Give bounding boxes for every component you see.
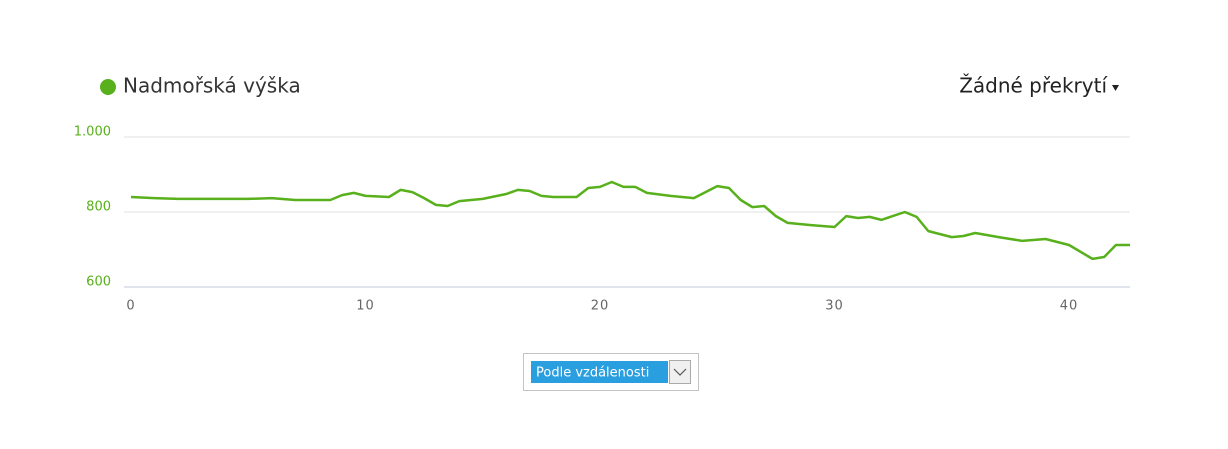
y-tick-label: 800: [86, 200, 111, 215]
select-value[interactable]: Podle vzdálenosti: [536, 366, 649, 381]
dropdown-arrow: [1112, 85, 1119, 91]
overlay-menu-label[interactable]: Žádné překrytí: [959, 74, 1108, 98]
x-tick-label: 20: [591, 299, 610, 314]
x-mode-select[interactable]: Podle vzdálenosti: [523, 353, 699, 391]
y-tick-label: 1.000: [74, 125, 111, 140]
select-button[interactable]: [669, 360, 691, 384]
legend-swatch: [100, 79, 116, 95]
y-tick-label: 600: [86, 275, 111, 290]
x-tick-label: 10: [356, 299, 375, 314]
x-tick-label: 40: [1060, 299, 1079, 314]
elevation-line: [130, 180, 1130, 261]
legend-label: Nadmořská výška: [123, 74, 301, 98]
overlay-menu[interactable]: Žádné překrytí: [959, 74, 1119, 98]
x-tick-label: 0: [126, 299, 135, 314]
plot: 600 800 1.000 0 10 20 30 40: [74, 125, 1130, 314]
select-highlight: [531, 361, 668, 383]
x-tick-label: 30: [825, 299, 844, 314]
select-arrow: [673, 368, 687, 376]
